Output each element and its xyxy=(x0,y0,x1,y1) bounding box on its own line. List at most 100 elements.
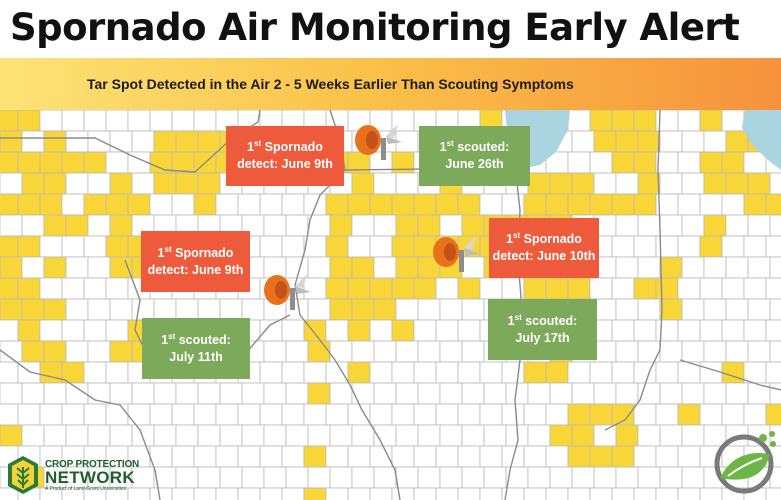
county xyxy=(549,382,573,405)
county xyxy=(479,193,503,216)
county xyxy=(281,319,305,342)
county xyxy=(303,277,327,300)
county xyxy=(611,319,635,342)
county xyxy=(593,466,617,489)
county-detected xyxy=(765,193,781,216)
county xyxy=(237,403,261,426)
leaf-swirl-logo-icon xyxy=(714,431,776,494)
county xyxy=(373,340,397,363)
county xyxy=(153,382,177,405)
county-detected xyxy=(699,235,723,258)
county xyxy=(281,235,305,258)
county-detected xyxy=(325,235,349,258)
county xyxy=(39,319,63,342)
county xyxy=(39,110,63,132)
county xyxy=(615,382,639,405)
county-detected xyxy=(43,340,67,363)
county xyxy=(699,277,723,300)
county xyxy=(131,130,155,153)
county xyxy=(637,382,661,405)
county xyxy=(769,214,781,237)
county xyxy=(391,361,415,384)
county-detected xyxy=(395,214,419,237)
county-detected xyxy=(527,172,551,195)
county xyxy=(571,130,595,153)
county xyxy=(259,403,283,426)
county-detected xyxy=(0,424,23,447)
callout-north-scouted: 1st scouted: June 26th xyxy=(419,126,530,186)
banner-text: Tar Spot Detected in the Air 2 - 5 Weeks… xyxy=(87,76,574,92)
county xyxy=(479,445,503,468)
county xyxy=(417,424,441,447)
callout-east-spornado: 1st Spornado detect: June 10th xyxy=(489,218,599,278)
county xyxy=(65,424,89,447)
county xyxy=(395,382,419,405)
county-detected xyxy=(17,110,41,132)
county-detected xyxy=(83,151,107,174)
county xyxy=(303,403,327,426)
county xyxy=(483,424,507,447)
county xyxy=(369,361,393,384)
county xyxy=(677,193,701,216)
county xyxy=(83,235,107,258)
county xyxy=(351,424,375,447)
county xyxy=(373,256,397,279)
county-detected xyxy=(369,193,393,216)
county xyxy=(501,193,525,216)
county xyxy=(747,340,771,363)
county xyxy=(241,424,265,447)
county-detected xyxy=(303,445,327,468)
county-detected xyxy=(523,361,547,384)
county-detected xyxy=(633,277,657,300)
county xyxy=(677,151,701,174)
county-detected xyxy=(83,193,107,216)
county xyxy=(721,277,745,300)
county xyxy=(175,466,199,489)
callout-line2: detect: June 10th xyxy=(492,249,596,263)
county xyxy=(373,214,397,237)
county xyxy=(655,445,679,468)
county xyxy=(461,256,485,279)
county xyxy=(351,382,375,405)
county xyxy=(677,110,701,132)
county xyxy=(677,445,701,468)
county xyxy=(659,172,683,195)
lake-erie xyxy=(742,110,781,170)
county-detected xyxy=(0,193,19,216)
page-title: Spornado Air Monitoring Early Alert xyxy=(10,6,740,49)
county xyxy=(743,235,767,258)
county-detected xyxy=(699,151,723,174)
cpn-line1: CROP PROTECTION xyxy=(45,459,140,470)
county-detected xyxy=(105,235,129,258)
callout-line2: June 26th xyxy=(445,157,504,171)
county-detected xyxy=(61,151,85,174)
county xyxy=(439,466,463,489)
county-detected xyxy=(637,130,661,153)
county-detected xyxy=(549,424,573,447)
county xyxy=(369,319,393,342)
county-detected xyxy=(303,487,327,500)
county-detected xyxy=(615,130,639,153)
county-detected xyxy=(457,193,481,216)
county xyxy=(0,361,19,384)
county xyxy=(0,403,19,426)
county xyxy=(21,424,45,447)
county xyxy=(61,110,85,132)
county xyxy=(589,487,613,500)
county-detected xyxy=(109,214,133,237)
county xyxy=(351,340,375,363)
county-detected xyxy=(633,151,657,174)
cpn-line3: A Product of Land-Grant Universities xyxy=(45,486,127,492)
county xyxy=(259,235,283,258)
county-detected xyxy=(417,214,441,237)
county-detected xyxy=(703,172,727,195)
county xyxy=(747,256,771,279)
county xyxy=(659,130,683,153)
county xyxy=(105,403,129,426)
county xyxy=(21,382,45,405)
callout-sup: st xyxy=(168,331,176,341)
county xyxy=(197,298,221,321)
county xyxy=(615,298,639,321)
county xyxy=(637,214,661,237)
county xyxy=(725,382,749,405)
